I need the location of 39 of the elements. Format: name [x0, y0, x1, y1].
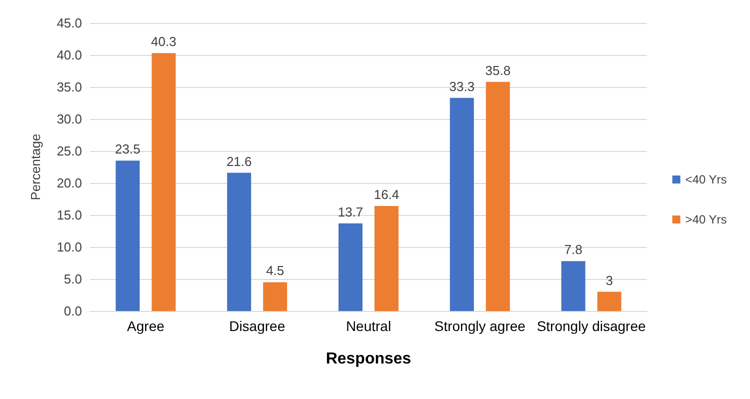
x-tick-label: Neutral: [346, 318, 392, 334]
data-label: 33.3: [449, 78, 475, 94]
y-tick-label: 10.0: [56, 240, 82, 254]
y-tick-label: 15.0: [56, 208, 82, 222]
y-axis-title: Percentage: [28, 134, 43, 200]
data-label: 40.3: [151, 34, 176, 50]
data-label: 13.7: [338, 204, 364, 220]
data-label: 23.5: [115, 142, 140, 157]
data-label: 3: [606, 272, 613, 288]
y-tick-label: 20.0: [56, 176, 82, 190]
legend-label: >40 Yrs: [685, 212, 727, 226]
y-tick-label: 25.0: [56, 144, 82, 158]
bar: [450, 98, 474, 311]
bar: [597, 292, 622, 311]
y-tick-label: 0.0: [64, 304, 82, 318]
bar: [561, 261, 586, 311]
data-label: 4.5: [266, 263, 284, 278]
bar: [338, 223, 362, 311]
bar: [227, 172, 252, 311]
data-label: 21.6: [226, 154, 252, 169]
bar: [486, 82, 510, 311]
bar: [152, 53, 176, 311]
y-tick-label: 40.0: [56, 48, 82, 62]
x-tick-label: Disagree: [229, 318, 286, 334]
x-tick-label: Agree: [127, 318, 165, 334]
x-tick-label: Strongly agree: [434, 318, 526, 334]
y-tick-label: 5.0: [64, 272, 82, 286]
x-tick-label: Strongly disagree: [536, 318, 646, 334]
legend-label: <40 Yrs: [685, 172, 727, 186]
y-tick-label: 45.0: [56, 16, 82, 30]
bar: [263, 282, 288, 311]
bar: [374, 206, 398, 311]
data-label: 7.8: [564, 242, 582, 258]
x-axis-title: Responses: [326, 350, 412, 368]
data-label: 16.4: [374, 187, 400, 202]
bar: [116, 160, 140, 311]
y-tick-label: 35.0: [56, 80, 82, 94]
data-label: 35.8: [485, 62, 511, 78]
y-tick-label: 30.0: [56, 112, 82, 126]
